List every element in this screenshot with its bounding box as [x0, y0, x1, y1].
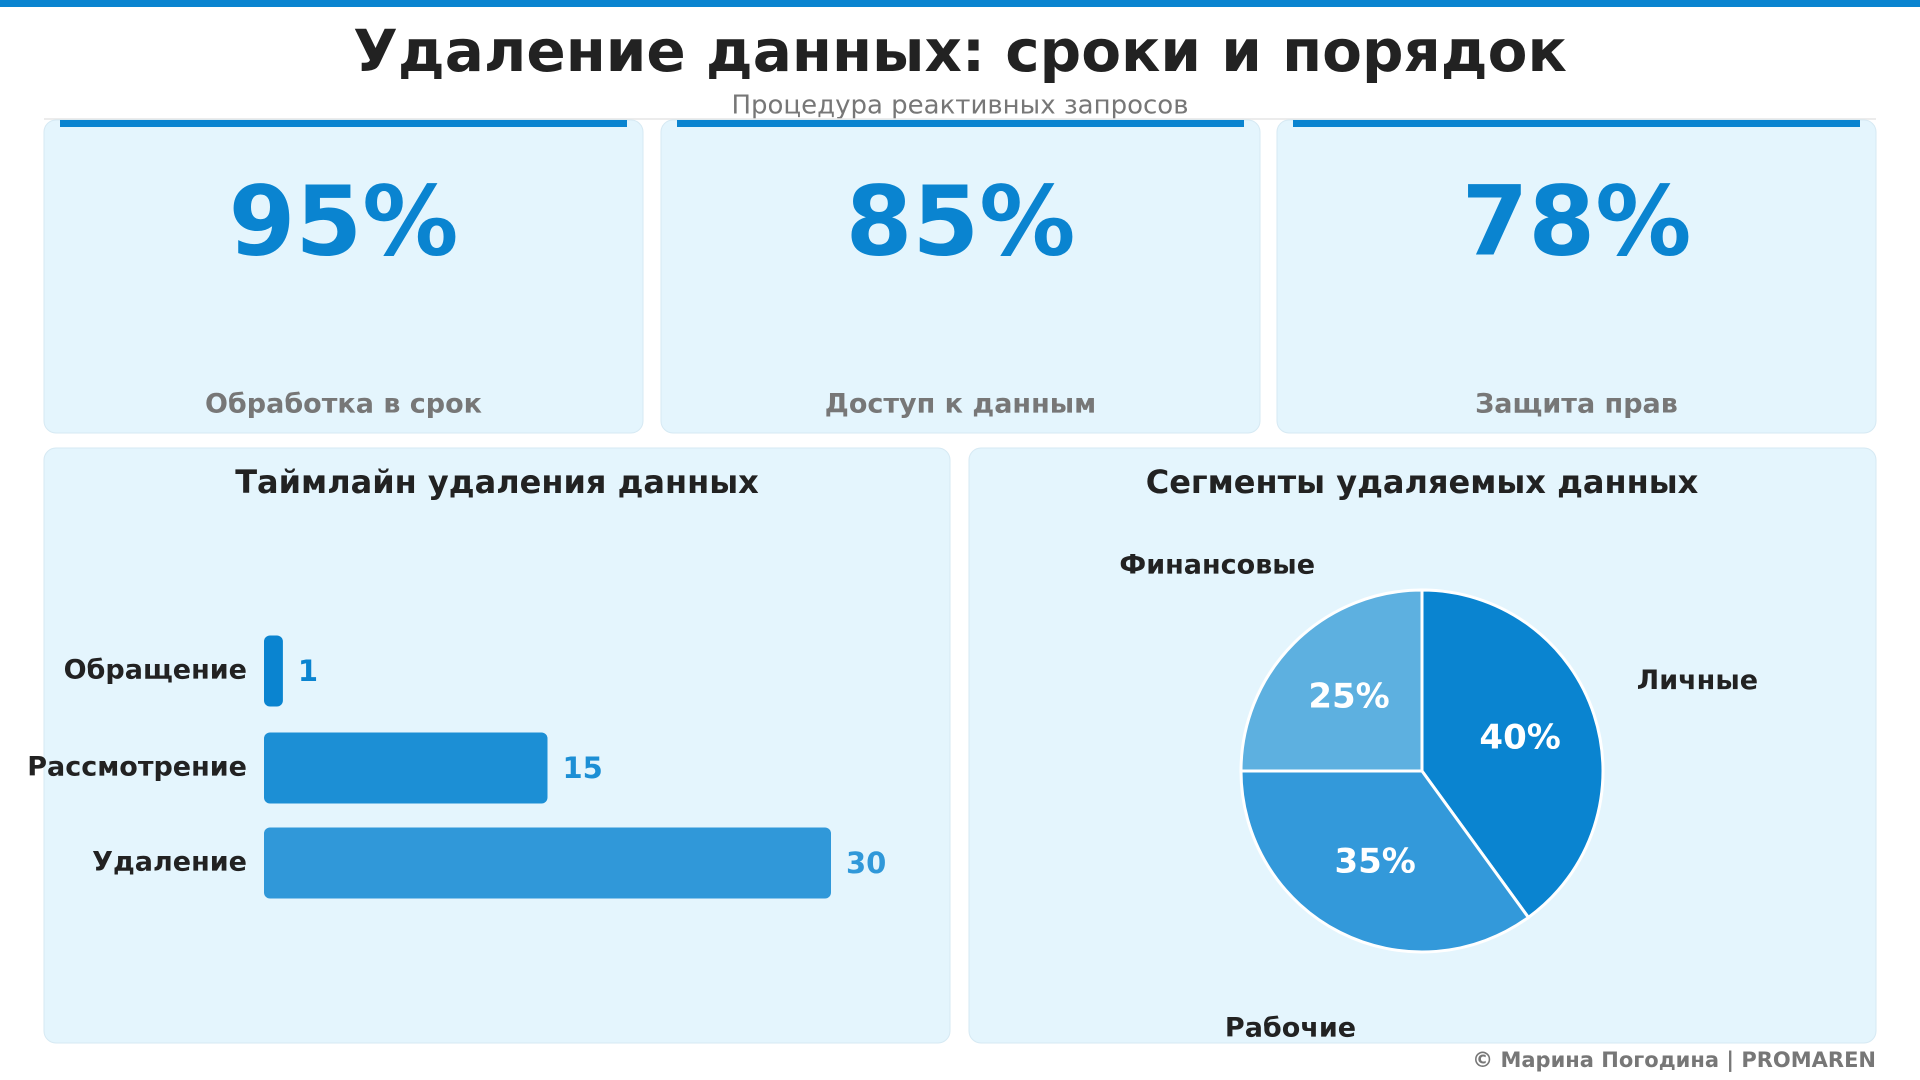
chart-title: Таймлайн удаления данных [235, 463, 759, 501]
category-label: Рассмотрение [27, 752, 247, 783]
kpi-accent [60, 120, 627, 127]
kpi-accent [1293, 120, 1860, 127]
value-label: 30 [846, 846, 886, 880]
pie-slice [1239, 769, 1531, 954]
pie-slice [1239, 588, 1424, 773]
footer: © Марина Погодина | PROMAREN [1472, 1048, 1876, 1073]
title: Удаление данных: сроки и порядок [353, 17, 1567, 85]
slice-value-label: 25% [1308, 677, 1389, 717]
top-bar [0, 0, 1920, 7]
slice-category-label: Рабочие [1225, 1013, 1356, 1044]
kpi-label: Защита прав [1475, 389, 1678, 420]
kpi-label: Обработка в срок [205, 389, 482, 420]
pie-slice [1420, 588, 1605, 920]
chart-title: Сегменты удаляемых данных [1146, 463, 1699, 501]
kpi-value: 85% [846, 165, 1076, 277]
category-label: Обращение [64, 655, 247, 686]
kpi-accent [677, 120, 1244, 127]
value-label: 1 [298, 654, 318, 688]
category-label: Удаление [92, 847, 247, 878]
slice-value-label: 35% [1334, 841, 1415, 881]
kpi-value: 95% [229, 165, 459, 277]
slice-category-label: Финансовые [1119, 550, 1315, 581]
value-label: 15 [563, 751, 603, 785]
slice-category-label: Личные [1637, 665, 1758, 696]
bar [264, 827, 831, 899]
subtitle: Процедура реактивных запросов [731, 91, 1188, 121]
kpi-label: Доступ к данным [825, 389, 1096, 420]
bar [264, 732, 548, 804]
slice-value-label: 40% [1479, 718, 1560, 758]
kpi-value: 78% [1462, 165, 1692, 277]
bar [264, 635, 283, 707]
